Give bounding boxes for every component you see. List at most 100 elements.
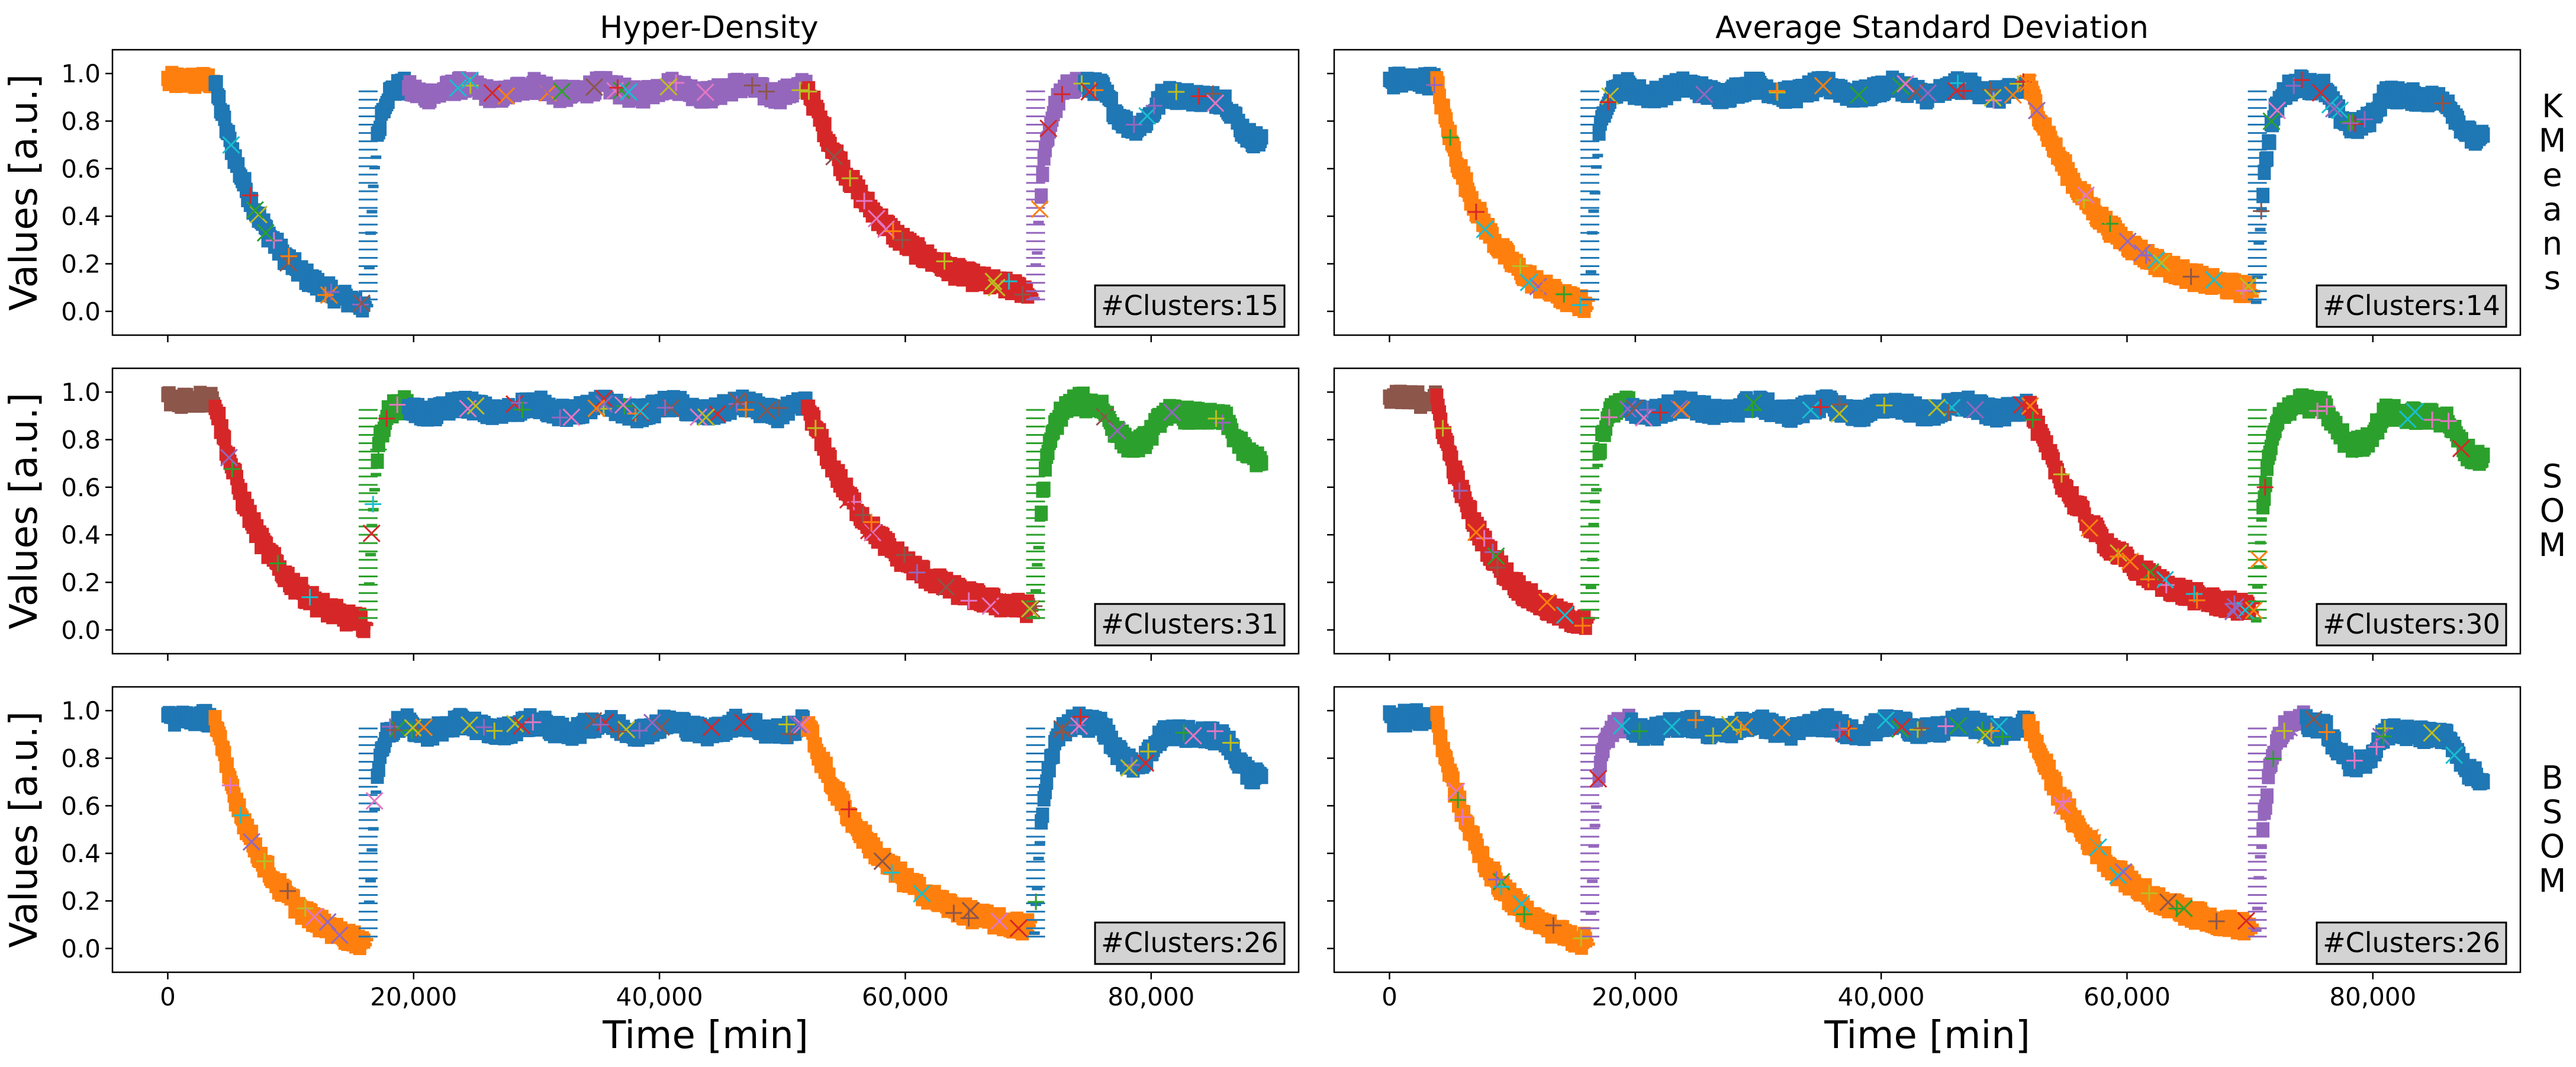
data-point [359, 625, 371, 629]
marker-x [877, 220, 895, 239]
marker-x [1672, 400, 1691, 419]
data-point [2255, 227, 2266, 232]
data-point [362, 304, 373, 308]
marker-x [497, 87, 516, 105]
marker-x [984, 272, 1003, 291]
data-point [2250, 300, 2262, 304]
data-points [161, 385, 1268, 638]
marker-x [728, 392, 746, 410]
y-tick-label: 1.0 [61, 696, 101, 725]
marker-x [1618, 400, 1637, 418]
data-point [1255, 769, 1268, 785]
cluster-count-badge [2316, 284, 2507, 328]
marker-x [2118, 232, 2137, 250]
marker-x [859, 522, 878, 540]
data-point [1033, 545, 1044, 549]
marker-x [1635, 409, 1653, 427]
y-tick-label: 1.0 [61, 59, 101, 88]
marker-x [1538, 593, 1556, 612]
marker-x [460, 716, 479, 734]
marker-x [2245, 601, 2263, 619]
marker-x [404, 719, 422, 737]
data-point [369, 166, 380, 170]
marker-x [1053, 719, 1071, 738]
marker-x [643, 714, 662, 732]
data-point [2260, 151, 2274, 167]
column-title-average-std-dev: Average Standard Deviation [1715, 10, 2149, 46]
data-point [818, 117, 832, 133]
marker-x [1928, 398, 1946, 417]
data-points [1383, 66, 2490, 319]
marker-x [1670, 399, 1688, 418]
data-point [2252, 585, 2263, 589]
marker-x [246, 201, 264, 219]
data-point [363, 265, 375, 269]
data-point [2477, 127, 2490, 143]
data-point [1585, 270, 1596, 274]
data-point [1255, 129, 1268, 145]
marker-x [1519, 273, 1538, 291]
data-points [161, 703, 1268, 956]
data-point [366, 848, 378, 852]
x-tick-label: 60,000 [862, 982, 949, 1011]
subplot-kmeans-hyper-density: 0.0 0.2 0.4 0.6 0.8 1.0 #Clusters:15 Values [a.… [2, 49, 1300, 342]
data-point [361, 301, 372, 305]
marker-x [256, 224, 275, 242]
marker-x [2152, 253, 2171, 272]
data-point [1593, 443, 1607, 459]
marker-x [793, 716, 811, 734]
y-tick-label: 0.2 [61, 250, 101, 279]
data-point [1218, 89, 1232, 105]
y-tick-label: 0.0 [61, 616, 101, 645]
data-point [371, 790, 382, 794]
marker-x [659, 78, 678, 96]
data-point [1588, 209, 1599, 213]
marker-x [2224, 602, 2242, 621]
data-point [365, 552, 376, 557]
marker-x [2311, 83, 2330, 102]
data-point [1590, 488, 1602, 492]
marker-x [988, 593, 1007, 611]
marker-x [2331, 101, 2349, 120]
data-point [1032, 563, 1043, 567]
y-tick-label: 0.4 [61, 520, 101, 549]
marker-x [697, 408, 715, 426]
marker-x [365, 792, 384, 810]
marker-x [222, 136, 240, 154]
y-tick-label: 0.8 [61, 107, 101, 136]
marker-x [1695, 85, 1714, 104]
data-point [2256, 518, 2267, 522]
marker-x [2021, 397, 2039, 415]
marker-x [2080, 519, 2099, 537]
marker-x [534, 79, 553, 97]
data-point [218, 110, 231, 126]
data-point [1029, 931, 1040, 935]
data-point [2249, 600, 2261, 605]
marker-x [1476, 220, 1494, 239]
data-point [218, 430, 231, 446]
y-axis-label: Values [a.u.] [2, 393, 46, 629]
marker-x [2027, 101, 2046, 120]
marker-x [1830, 404, 1849, 423]
y-tick-label: 0.0 [61, 297, 101, 326]
marker-x [2133, 244, 2152, 262]
marker-x [1896, 75, 1915, 93]
data-point [1037, 481, 1051, 497]
data-point [1025, 924, 1036, 928]
data-point [1583, 620, 1594, 624]
data-point [372, 761, 385, 777]
data-point [245, 824, 259, 840]
subplot-bsom-hyper-density: 0.0 0.2 0.4 0.6 0.8 1.0 0 20,000 40,000 60,000 80,… [2, 686, 1300, 1011]
data-point [1033, 856, 1044, 860]
marker-x [1919, 84, 1937, 102]
marker-x [461, 71, 479, 89]
marker-x [595, 390, 613, 408]
data-point [362, 622, 373, 626]
data-point [1031, 589, 1042, 593]
marker-x [318, 913, 337, 931]
marker-x [1802, 401, 1820, 419]
cluster-count-label: #Clusters:30 [2323, 608, 2500, 640]
marker-x [2156, 571, 2174, 589]
data-point [363, 900, 375, 904]
